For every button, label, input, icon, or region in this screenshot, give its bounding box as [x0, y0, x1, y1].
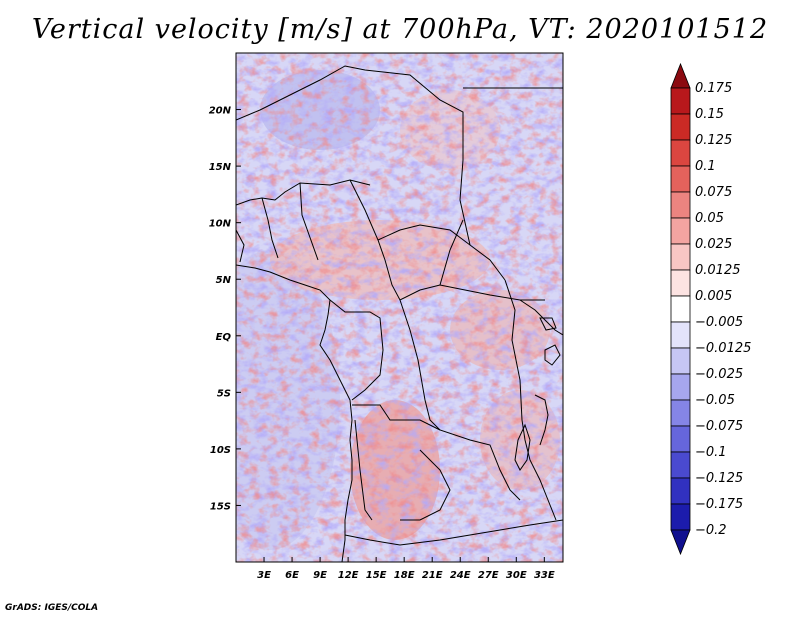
longitude-ticks: 3E 6E 9E 12E 15E 18E 21E 24E 27E 30E 33E — [257, 557, 555, 581]
colorbar-label: −0.2 — [695, 523, 727, 538]
colorbar-swatch — [670, 243, 691, 271]
colorbar-swatch — [670, 87, 691, 115]
colorbar-label: 0.0125 — [695, 263, 741, 278]
colorbar-label: −0.1 — [695, 445, 727, 460]
lon-tick-label: 27E — [478, 570, 499, 581]
colorbar-label: −0.175 — [695, 497, 743, 512]
colorbar-swatch — [670, 399, 691, 427]
colorbar-label: −0.075 — [695, 419, 743, 434]
lon-tick-label: 9E — [313, 570, 327, 581]
colorbar-swatch — [670, 347, 691, 375]
lat-tick-label: 5N — [216, 275, 232, 286]
colorbar-swatch — [670, 269, 691, 297]
colorbar-label: 0.1 — [695, 159, 716, 174]
coastlines-borders — [236, 65, 563, 562]
colorbar-label: 0.005 — [695, 289, 732, 304]
lat-tick-label: 5S — [217, 388, 231, 399]
colorbar-label: 0.025 — [695, 237, 732, 252]
colorbar-swatch — [670, 477, 691, 505]
colorbar-swatch — [670, 191, 691, 219]
lon-tick-label: 3E — [257, 570, 271, 581]
colorbar-label: −0.0125 — [695, 341, 751, 356]
lat-tick-label: 20N — [209, 106, 232, 117]
colorbar: 0.175 0.15 0.125 0.1 0.075 0.05 0.025 0.0125 0.0… — [670, 62, 751, 556]
lat-tick-label: 15N — [209, 162, 232, 173]
latitude-ticks: 20N 15N 10N 5N EQ 5S 10S 15S — [209, 106, 241, 512]
lon-tick-label: 12E — [338, 570, 359, 581]
colorbar-swatch — [670, 425, 691, 453]
velocity-field — [236, 53, 563, 562]
colorbar-bottom-arrow — [670, 529, 691, 556]
colorbar-label: 0.125 — [695, 133, 732, 148]
colorbar-swatch — [670, 295, 691, 323]
lon-tick-label: 18E — [394, 570, 415, 581]
colorbar-swatch — [670, 503, 691, 531]
colorbar-label: −0.05 — [695, 393, 735, 408]
colorbar-swatch — [670, 321, 691, 349]
colorbar-swatch — [670, 113, 691, 141]
colorbar-swatch — [670, 373, 691, 401]
lat-tick-label: 10S — [210, 445, 231, 456]
colorbar-label: −0.125 — [695, 471, 743, 486]
lat-tick-label: 10N — [209, 219, 232, 230]
colorbar-swatch — [670, 165, 691, 193]
lon-tick-label: 15E — [366, 570, 387, 581]
colorbar-label: −0.025 — [695, 367, 743, 382]
lon-tick-label: 21E — [422, 570, 443, 581]
lon-tick-label: 24E — [450, 570, 471, 581]
colorbar-swatch — [670, 139, 691, 167]
lon-tick-label: 30E — [506, 570, 527, 581]
colorbar-swatch — [670, 217, 691, 245]
grads-credit: GrADS: IGES/COLA — [5, 603, 99, 613]
chart-title: Vertical velocity [m/s] at 700hPa, VT: 2… — [31, 14, 769, 45]
lon-tick-label: 6E — [285, 570, 299, 581]
colorbar-label: −0.005 — [695, 315, 743, 330]
colorbar-label: 0.175 — [695, 81, 732, 96]
lat-tick-label: 15S — [210, 501, 231, 512]
lat-tick-label: EQ — [216, 332, 232, 343]
colorbar-label: 0.075 — [695, 185, 732, 200]
colorbar-label: 0.05 — [695, 211, 724, 226]
colorbar-swatch — [670, 451, 691, 479]
colorbar-label: 0.15 — [695, 107, 724, 122]
map-frame — [235, 52, 564, 563]
colorbar-top-arrow — [670, 62, 691, 89]
lon-tick-label: 33E — [534, 570, 555, 581]
